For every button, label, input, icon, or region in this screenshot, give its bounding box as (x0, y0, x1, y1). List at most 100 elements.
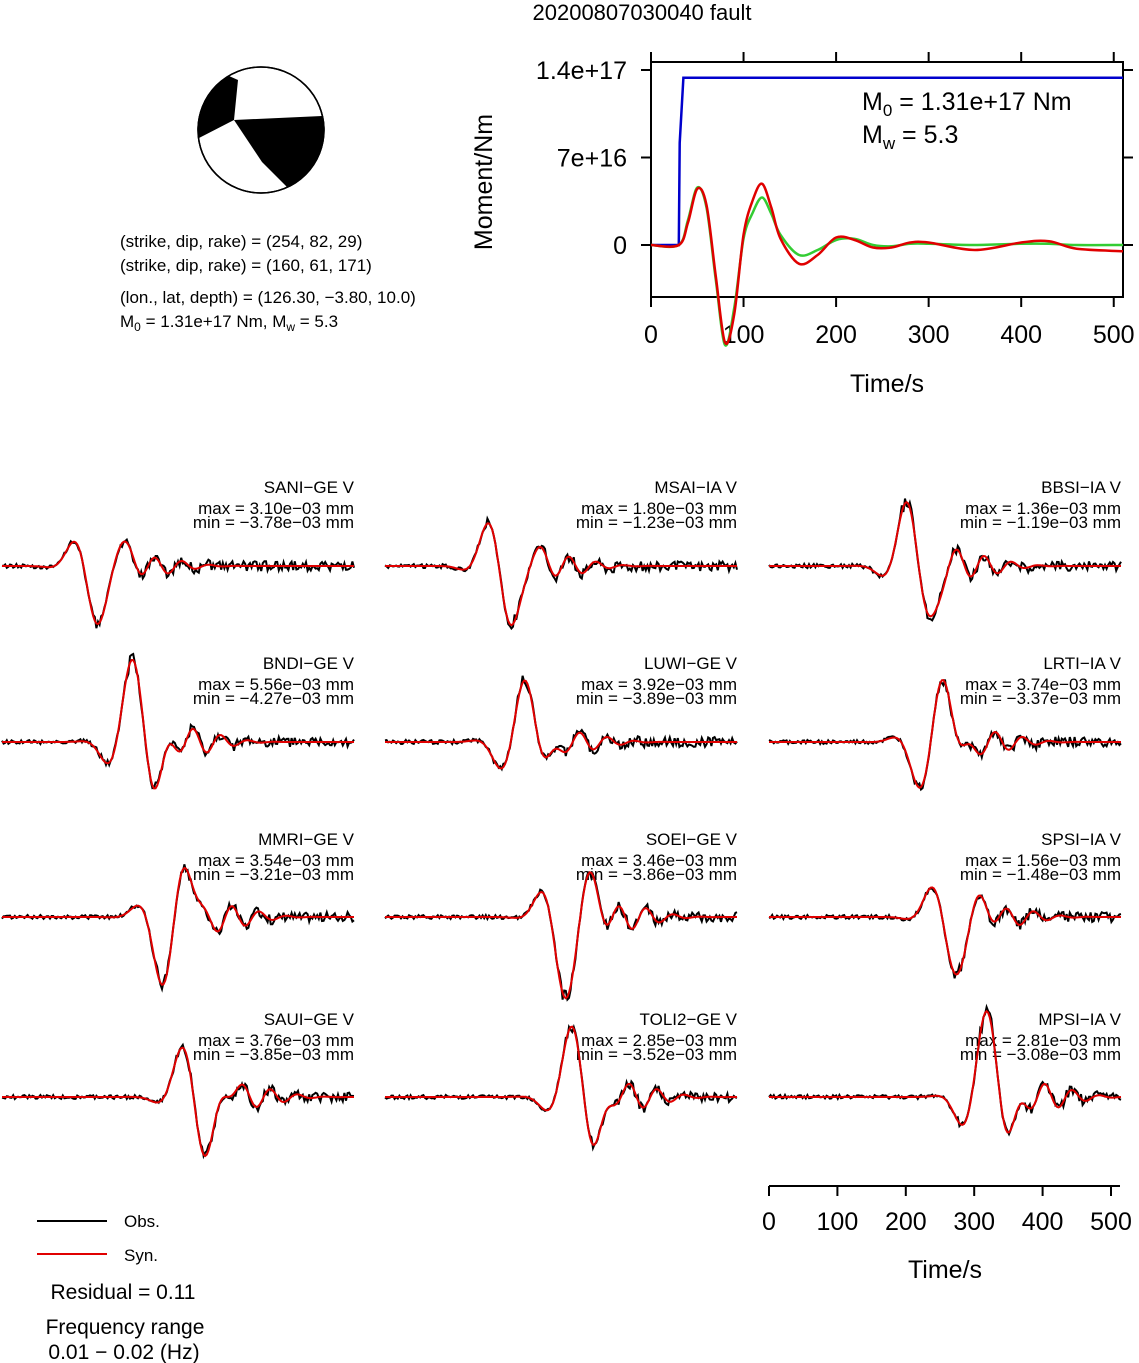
moment-ytick-label: 7e+16 (557, 145, 627, 173)
station-max: max = 1.36e−03 mm (965, 499, 1121, 518)
waveform-xtick-label: 400 (1022, 1208, 1064, 1236)
moment-xlabel: Time/s (850, 370, 924, 398)
station-min: min = −1.23e−03 mm (576, 513, 737, 532)
synthetic-trace (2, 658, 354, 790)
moment-plot-frame (650, 61, 1124, 298)
station-min: min = −3.86e−03 mm (576, 865, 737, 884)
station-min: min = −3.21e−03 mm (193, 865, 354, 884)
beachball (197, 66, 325, 194)
synthetic-trace (385, 1025, 737, 1146)
station-max: max = 5.56e−03 mm (198, 675, 354, 694)
synthetic-trace (2, 1046, 354, 1158)
station-name: LRTI−IA V (1043, 654, 1121, 673)
station-max: max = 3.76e−03 mm (198, 1031, 354, 1050)
legend: Obs. Syn. Residual = 0.11 Frequency rang… (37, 1212, 204, 1363)
station-name: SOEI−GE V (646, 830, 738, 849)
waveform-xlabel: Time/s (908, 1256, 982, 1284)
moment-xtick-label: 200 (815, 321, 857, 349)
station-name: MSAI−IA V (654, 478, 737, 497)
waveform-xtick-label: 500 (1090, 1208, 1132, 1236)
figure-title: 20200807030040 fault (533, 0, 752, 25)
moment-xtick-label: 0 (644, 321, 658, 349)
observed-trace (384, 871, 738, 1002)
moment-curves (650, 76, 1124, 347)
synthetic-trace (769, 679, 1121, 789)
station-name: SAUI−GE V (264, 1010, 355, 1029)
observed-trace (1, 537, 355, 629)
focal-moment-line: M0 = 1.31e+17 Nm, Mw = 5.3 (120, 312, 338, 334)
station-max: max = 3.54e−03 mm (198, 851, 354, 870)
station-min: min = −3.37e−03 mm (960, 689, 1121, 708)
station-max: max = 3.10e−03 mm (198, 499, 354, 518)
station-max: max = 1.56e−03 mm (965, 851, 1121, 870)
moment-ytick-label: 1.4e+17 (536, 57, 627, 85)
station-name: MMRI−GE V (258, 830, 355, 849)
synthetic-trace (385, 871, 737, 1000)
synthetic-trace (769, 1009, 1122, 1134)
legend-syn-label: Syn. (124, 1246, 158, 1265)
residual-label: Residual = 0.11 (51, 1281, 196, 1304)
observed-trace (384, 515, 738, 631)
synthetic-trace (769, 500, 1121, 618)
station-max: max = 1.80e−03 mm (581, 499, 737, 518)
moment-xtick-label: 300 (908, 321, 950, 349)
focal-line-2: (strike, dip, rake) = (160, 61, 171) (120, 256, 372, 275)
station-min: min = −1.48e−03 mm (960, 865, 1121, 884)
station-min: min = −4.27e−03 mm (193, 689, 354, 708)
synthetic-trace (2, 866, 354, 987)
waveform-xtick-label: 100 (817, 1208, 859, 1236)
synthetic-trace (769, 886, 1121, 976)
station-min: min = −3.52e−03 mm (576, 1045, 737, 1064)
waveform-xtick-label: 200 (885, 1208, 927, 1236)
station-name: LUWI−GE V (644, 654, 738, 673)
station-name: TOLI2−GE V (640, 1010, 738, 1029)
station-min: min = −3.78e−03 mm (193, 513, 354, 532)
station-min: min = −3.85e−03 mm (193, 1045, 354, 1064)
moment-annotation-m0: M0 = 1.31e+17 Nm (862, 88, 1072, 120)
station-min: min = −3.89e−03 mm (576, 689, 737, 708)
station-name: SANI−GE V (264, 478, 355, 497)
focal-line-1: (strike, dip, rake) = (254, 82, 29) (120, 232, 362, 251)
moment-xtick-label: 400 (1000, 321, 1042, 349)
frequency-value: 0.01 − 0.02 (Hz) (48, 1341, 199, 1363)
moment-ylabel: Moment/Nm (470, 114, 498, 250)
legend-obs-label: Obs. (124, 1212, 160, 1231)
synthetic-trace (385, 522, 737, 627)
station-max: max = 2.85e−03 mm (581, 1031, 737, 1050)
synthetic-trace (385, 679, 737, 770)
station-name: BBSI−IA V (1041, 478, 1122, 497)
moment-rate-obs-line (650, 182, 1124, 346)
cumulative-moment-line (651, 76, 1123, 247)
moment-ytick-label: 0 (613, 232, 627, 260)
waveform-time-axis: Time/s 0 100 200 300 400 500 (762, 1185, 1132, 1284)
station-name: SPSI−IA V (1041, 830, 1122, 849)
station-max: max = 3.92e−03 mm (581, 675, 737, 694)
focal-line-3: (lon., lat, depth) = (126.30, −3.80, 10.… (120, 288, 416, 307)
station-name: MPSI−IA V (1038, 1010, 1121, 1029)
station-min: min = −3.08e−03 mm (960, 1045, 1121, 1064)
station-max: max = 2.81e−03 mm (965, 1031, 1121, 1050)
waveform-xtick-label: 300 (953, 1208, 995, 1236)
station-max: max = 3.46e−03 mm (581, 851, 737, 870)
waveform-xtick-label: 0 (762, 1208, 776, 1236)
station-name: BNDI−GE V (263, 654, 355, 673)
synthetic-trace (2, 540, 354, 626)
moment-annotation-mw: Mw = 5.3 (862, 121, 958, 153)
station-max: max = 3.74e−03 mm (965, 675, 1121, 694)
station-min: min = −1.19e−03 mm (960, 513, 1121, 532)
